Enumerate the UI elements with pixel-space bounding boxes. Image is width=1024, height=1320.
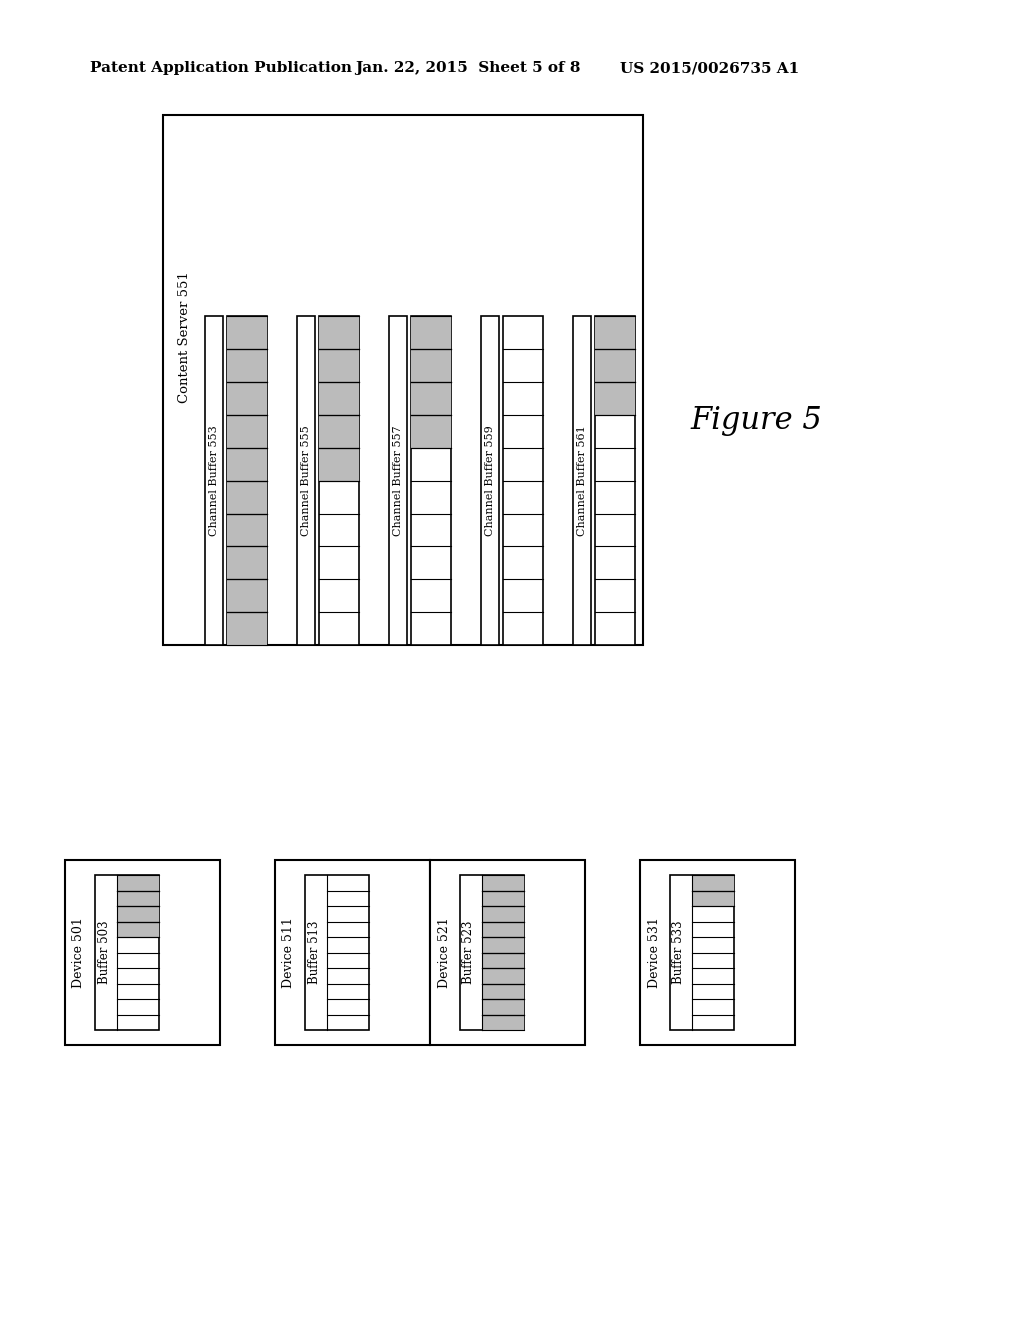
Bar — [117, 875, 159, 891]
Bar — [482, 1015, 524, 1030]
Bar — [227, 414, 267, 447]
Bar — [460, 875, 524, 1030]
Bar — [227, 612, 267, 645]
Bar — [482, 906, 524, 921]
Text: Buffer 533: Buffer 533 — [673, 920, 685, 985]
Bar — [595, 317, 635, 350]
Bar — [163, 115, 643, 645]
Bar — [319, 317, 359, 645]
Bar — [227, 317, 267, 645]
Bar — [65, 861, 220, 1045]
Text: Channel Buffer 559: Channel Buffer 559 — [485, 425, 495, 536]
Text: Channel Buffer 557: Channel Buffer 557 — [393, 425, 403, 536]
Bar — [305, 875, 369, 1030]
Bar — [692, 875, 734, 891]
Bar — [227, 480, 267, 513]
Bar — [411, 317, 451, 350]
Text: Channel Buffer 555: Channel Buffer 555 — [301, 425, 311, 536]
Text: Content Server 551: Content Server 551 — [178, 272, 191, 404]
Bar — [319, 381, 359, 414]
Text: Device 531: Device 531 — [647, 917, 660, 987]
Bar — [430, 861, 585, 1045]
Bar — [595, 350, 635, 381]
Bar — [389, 317, 407, 645]
Text: Buffer 523: Buffer 523 — [463, 921, 475, 985]
Bar — [411, 381, 451, 414]
Bar — [670, 875, 734, 1030]
Text: Figure 5: Figure 5 — [690, 404, 821, 436]
Bar — [482, 999, 524, 1015]
Bar — [205, 317, 223, 645]
Bar — [411, 317, 451, 645]
Bar — [227, 579, 267, 612]
Bar — [481, 317, 499, 645]
Bar — [482, 875, 524, 891]
Bar — [227, 381, 267, 414]
Bar — [640, 861, 795, 1045]
Bar — [117, 921, 159, 937]
Text: Buffer 503: Buffer 503 — [97, 920, 111, 985]
Bar — [595, 381, 635, 414]
Bar — [482, 983, 524, 999]
Bar — [482, 921, 524, 937]
Bar — [227, 546, 267, 579]
Text: Device 511: Device 511 — [283, 917, 296, 987]
Bar — [227, 350, 267, 381]
Bar — [411, 414, 451, 447]
Bar — [227, 317, 267, 350]
Text: Device 521: Device 521 — [437, 917, 451, 987]
Bar — [227, 447, 267, 480]
Bar — [692, 891, 734, 906]
Text: US 2015/0026735 A1: US 2015/0026735 A1 — [620, 61, 800, 75]
Bar — [117, 891, 159, 906]
Text: Channel Buffer 561: Channel Buffer 561 — [577, 425, 587, 536]
Bar — [319, 317, 359, 350]
Bar — [297, 317, 315, 645]
Bar — [482, 968, 524, 983]
Bar — [319, 414, 359, 447]
Bar — [95, 875, 159, 1030]
Text: Channel Buffer 553: Channel Buffer 553 — [209, 425, 219, 536]
Bar — [319, 447, 359, 480]
Bar — [482, 937, 524, 953]
Bar — [411, 350, 451, 381]
Bar — [275, 861, 430, 1045]
Text: Patent Application Publication: Patent Application Publication — [90, 61, 352, 75]
Bar — [595, 317, 635, 645]
Bar — [503, 317, 543, 645]
Text: Jan. 22, 2015  Sheet 5 of 8: Jan. 22, 2015 Sheet 5 of 8 — [355, 61, 581, 75]
Text: Buffer 513: Buffer 513 — [307, 921, 321, 985]
Bar — [482, 891, 524, 906]
Bar — [482, 953, 524, 968]
Bar — [227, 513, 267, 546]
Text: Device 501: Device 501 — [73, 917, 85, 987]
Bar — [319, 350, 359, 381]
Bar — [117, 906, 159, 921]
Bar — [573, 317, 591, 645]
